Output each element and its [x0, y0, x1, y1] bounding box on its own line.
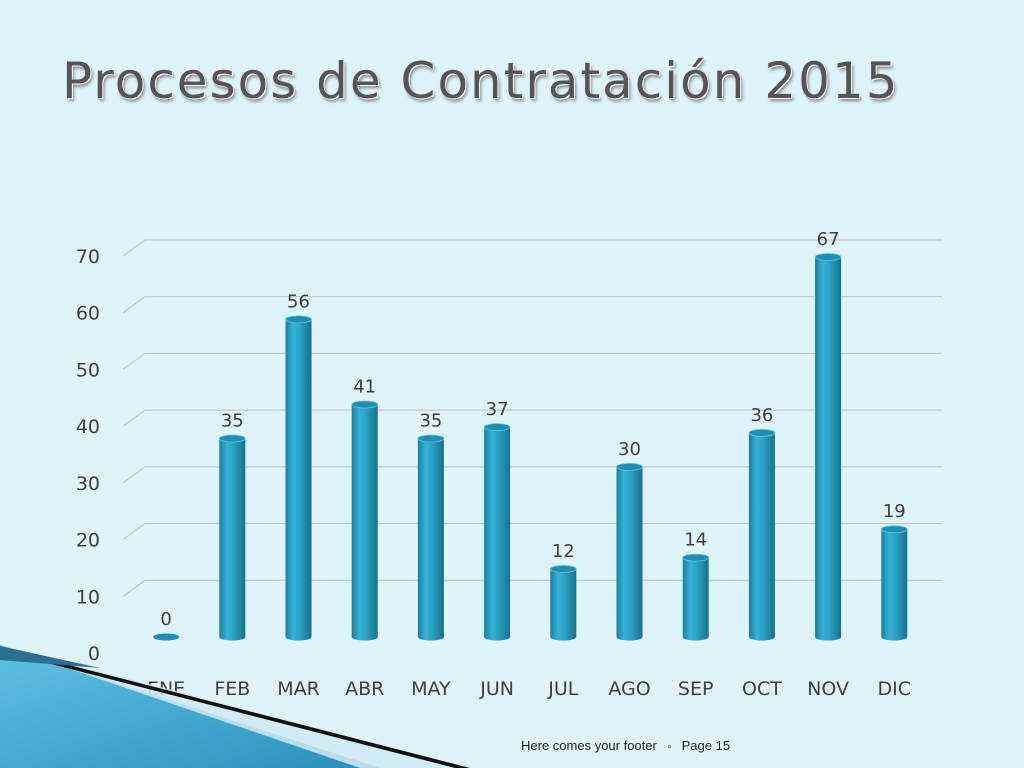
bar-top	[880, 525, 908, 534]
x-tick-label: JUL	[547, 678, 579, 700]
bar-may	[417, 434, 445, 641]
bars	[153, 253, 908, 641]
slide-title: Procesos de Contratación 2015	[62, 52, 900, 110]
bar-abr	[351, 400, 379, 641]
y-tick-label: 20	[76, 530, 100, 552]
bar-top	[814, 253, 842, 261]
gridline-depth	[122, 579, 146, 597]
bar-jul	[549, 565, 577, 641]
bar-body	[285, 319, 312, 641]
bar-body	[219, 438, 246, 641]
bar-body	[484, 427, 511, 641]
bar-ago	[616, 462, 643, 641]
x-tick-label: ABR	[345, 678, 384, 700]
y-tick-label: 0	[88, 643, 100, 665]
data-label: 37	[486, 399, 509, 420]
x-tick-label: MAR	[277, 678, 320, 700]
x-tick-label: AGO	[608, 678, 650, 700]
bar-top	[748, 428, 776, 437]
x-tick-label: MAY	[411, 678, 451, 700]
bar-body	[351, 404, 378, 641]
data-label: 56	[287, 291, 310, 312]
data-label: 41	[353, 376, 376, 397]
x-tick-label: FEB	[214, 678, 250, 700]
gridline-depth	[122, 466, 146, 484]
gridline-depth	[122, 409, 146, 427]
bar-top	[351, 400, 379, 409]
x-tick-label: OCT	[742, 678, 782, 700]
data-label: 12	[552, 541, 575, 562]
data-label: 14	[684, 530, 707, 551]
bar-top	[682, 553, 710, 562]
bar-dic	[880, 525, 908, 641]
y-tick-label: 70	[76, 246, 100, 268]
bar-nov	[814, 253, 842, 641]
bar-oct	[748, 428, 776, 641]
y-tick-label: 30	[76, 473, 100, 495]
bar-body	[417, 438, 444, 641]
bar-top	[616, 462, 643, 471]
y-tick-label: 60	[76, 303, 100, 325]
data-label: 67	[817, 229, 840, 250]
bar-body	[881, 529, 908, 641]
bar-top	[218, 434, 246, 443]
bar-body	[616, 466, 643, 641]
gridline-depth	[122, 523, 146, 540]
bar-jun	[483, 423, 511, 641]
bar-top	[285, 315, 312, 324]
y-tick-label: 50	[76, 359, 100, 381]
bar-body	[815, 257, 842, 641]
bar-top	[483, 423, 511, 432]
bar-top	[153, 633, 180, 641]
footer-separator-icon: ▫	[667, 742, 672, 753]
bar-feb	[218, 434, 246, 641]
gridline-depth	[122, 296, 146, 314]
data-label: 35	[419, 411, 442, 432]
x-tick-label: NOV	[807, 678, 849, 700]
bar-ene	[153, 633, 180, 641]
y-tick-label: 40	[76, 416, 100, 438]
data-label: 0	[160, 609, 171, 630]
x-tick-label: SEP	[678, 678, 714, 700]
x-tick-label: JUN	[479, 678, 514, 700]
y-axis-ticks: 0 10 20 30 40 50 60 70	[76, 246, 100, 665]
gridlines	[122, 239, 942, 597]
gridline-depth	[122, 353, 146, 370]
data-labels: 0 35 56 41 35 37 12 30 14 36 67 19	[160, 229, 905, 630]
gridline-depth	[122, 239, 146, 257]
bar-body	[550, 568, 577, 641]
bar-sep	[682, 553, 710, 641]
bar-mar	[285, 315, 312, 641]
page-number: Page 15	[681, 738, 731, 753]
bar-body	[748, 432, 775, 641]
x-tick-label: DIC	[878, 678, 912, 700]
y-tick-label: 10	[76, 586, 100, 608]
bar-top	[417, 434, 445, 443]
data-label: 36	[750, 405, 773, 426]
bar-body	[682, 557, 709, 641]
data-label: 19	[883, 501, 906, 522]
data-label: 30	[618, 439, 641, 460]
footer-text: Here comes your footer	[521, 738, 657, 753]
footer: Here comes your footer ▫ Page 15	[521, 738, 730, 753]
bar-top	[549, 565, 577, 573]
data-label: 35	[221, 411, 244, 432]
